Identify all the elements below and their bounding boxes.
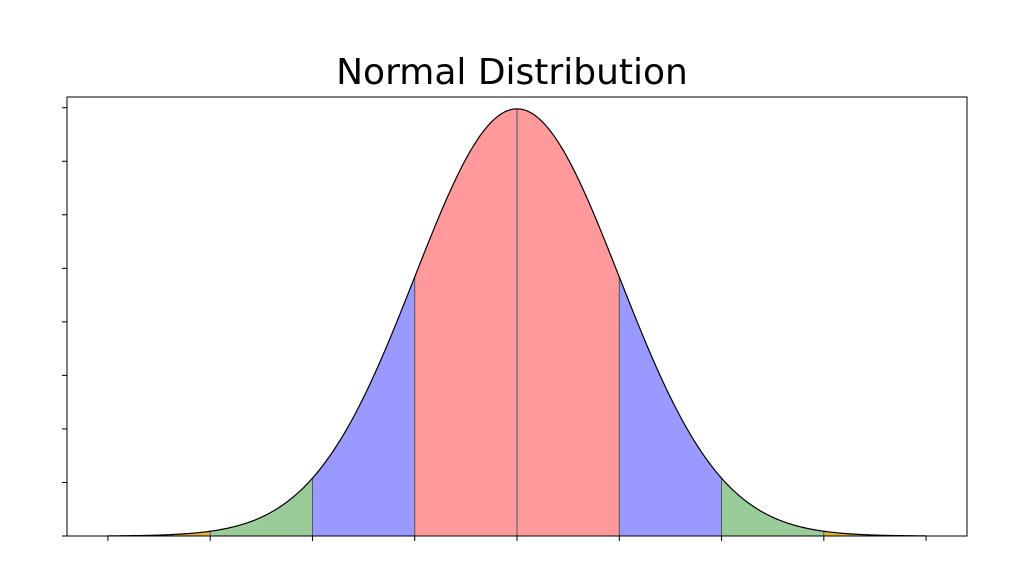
band-7 xyxy=(823,531,927,536)
chart-title: Normal Distribution xyxy=(336,52,688,93)
band-4 xyxy=(517,108,620,536)
y-axis-ticks xyxy=(62,107,67,537)
density-curve xyxy=(107,108,927,537)
x-axis-ticks xyxy=(107,536,927,541)
band-dividers xyxy=(209,108,825,536)
band-0 xyxy=(107,531,211,536)
band-1 xyxy=(210,478,313,536)
band-3 xyxy=(414,108,517,536)
band-6 xyxy=(721,478,824,536)
